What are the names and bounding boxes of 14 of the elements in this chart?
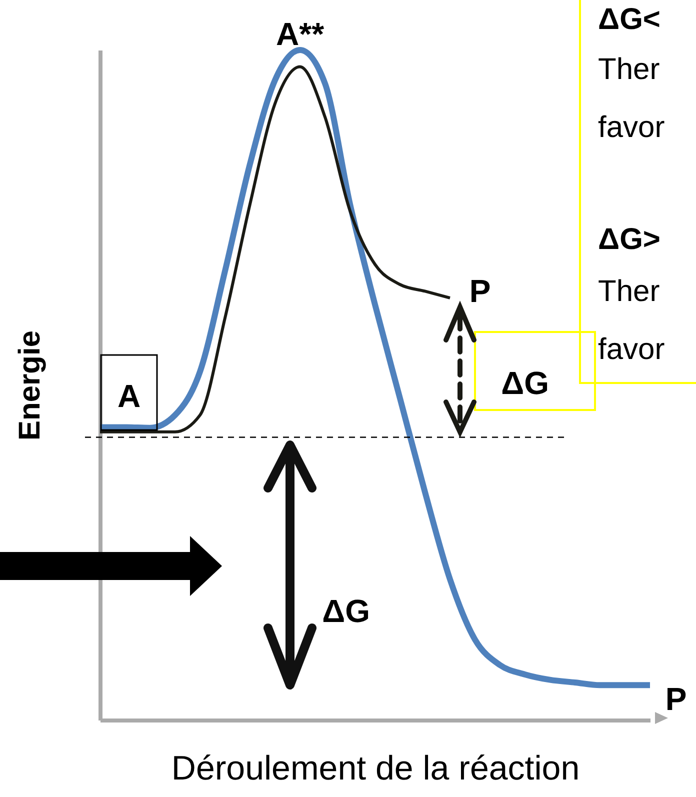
annotation: favor — [598, 333, 665, 366]
annotation: ΔG — [501, 365, 549, 401]
annotation: P — [469, 273, 491, 309]
text: ΔG< — [598, 3, 660, 36]
x-axis-title: Déroulement de la réaction — [171, 750, 580, 788]
text: P — [665, 681, 687, 717]
annotation: A** — [276, 16, 325, 52]
annotation: Ther — [598, 275, 660, 308]
y-axis-title: Energie — [14, 330, 46, 441]
annotation: favor — [598, 111, 665, 144]
annotation: ΔG — [322, 593, 370, 629]
annotation: ΔG> — [598, 223, 660, 256]
annotation: Ther — [598, 53, 660, 86]
annotation: A — [117, 378, 141, 414]
